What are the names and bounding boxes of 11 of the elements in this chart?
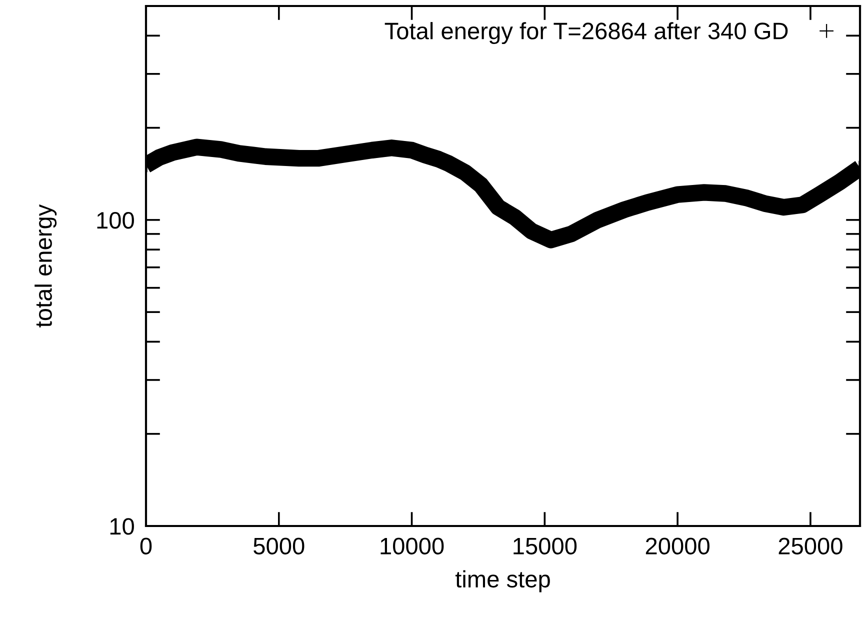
x-tick-label: 0 bbox=[140, 538, 152, 554]
y-tick-label: 10 bbox=[110, 518, 134, 535]
x-tick-label: 15000 bbox=[514, 538, 577, 554]
x-tick-label: 20000 bbox=[646, 538, 710, 554]
x-tick-label: 25000 bbox=[778, 538, 842, 554]
legend-label: Total energy for T=26864 after 340 GD bbox=[384, 22, 788, 44]
y-tick-label: 100 bbox=[97, 212, 134, 229]
x-axis-title: time step bbox=[455, 570, 550, 592]
y-axis-title: total energy bbox=[34, 204, 57, 328]
x-tick-label: 10000 bbox=[380, 538, 444, 554]
x-tick-label: 5000 bbox=[254, 538, 304, 554]
